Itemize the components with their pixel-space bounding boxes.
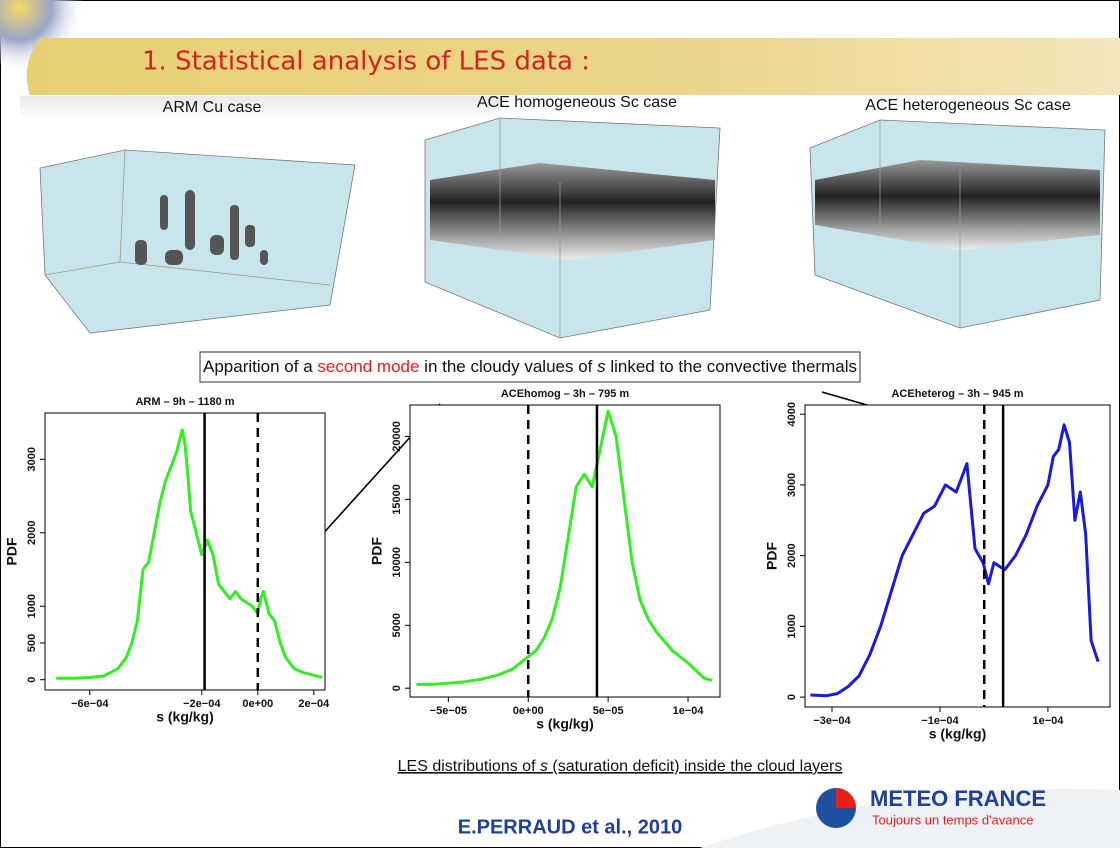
y-tick-label: 0 xyxy=(391,685,403,691)
author: E.PERRAUD et al., 2010 xyxy=(458,816,683,838)
note-text: Apparition of a xyxy=(203,357,317,376)
y-tick-label: 0 xyxy=(786,694,798,700)
plot-frame xyxy=(804,404,1111,708)
y-tick-label: 3000 xyxy=(26,447,38,471)
x-tick-label: 1e−04 xyxy=(1032,715,1064,727)
y-tick-label: 1000 xyxy=(786,614,798,638)
x-axis-label: s (kg/kg) xyxy=(929,726,987,742)
x-tick-label: −3e−04 xyxy=(813,715,851,727)
caption-symbol: s xyxy=(540,758,548,775)
x-tick-label: −1e−04 xyxy=(921,715,959,727)
slide-title: 1. Statistical analysis of LES data : xyxy=(142,47,590,77)
note-symbol: s xyxy=(597,357,606,376)
y-tick-label: 500 xyxy=(26,634,38,652)
chart-title: ARM – 9h – 1180 m xyxy=(135,396,234,408)
band-shadow xyxy=(20,96,500,120)
title-band xyxy=(26,38,1120,95)
x-tick-label: −6e−04 xyxy=(71,698,109,710)
note-highlight: second mode xyxy=(317,357,419,376)
panel-label: ACE heterogeneous Sc case xyxy=(865,97,1071,114)
cloud-render-2 xyxy=(424,117,721,339)
y-tick-label: 0 xyxy=(26,677,38,683)
logo-slogan: Toujours un temps d'avance xyxy=(872,812,1033,827)
x-tick-label: −2e−04 xyxy=(183,698,221,710)
y-tick-label: 2000 xyxy=(786,543,798,567)
caption-text: (saturation deficit) inside the cloud la… xyxy=(548,758,842,775)
note-text: linked to the convective thermals xyxy=(606,357,857,376)
x-axis-label: s (kg/kg) xyxy=(156,709,214,725)
caption: LES distributions of s (saturation defic… xyxy=(398,758,843,775)
y-tick-label: 15000 xyxy=(391,484,403,515)
x-tick-label: −5e−05 xyxy=(430,705,467,717)
x-tick-label: 5e−05 xyxy=(593,705,624,717)
chart-title: ACEheterog – 3h – 945 m xyxy=(891,388,1023,400)
y-axis-label: PDF xyxy=(4,537,20,565)
x-tick-label: 0e+00 xyxy=(242,698,273,710)
note: Apparition of a second mode in the cloud… xyxy=(203,357,857,376)
panel-label: ACE homogeneous Sc case xyxy=(477,94,677,111)
logo-name: METEO FRANCE xyxy=(870,786,1046,811)
logo-mark-part xyxy=(836,788,856,808)
note-box xyxy=(199,351,861,383)
y-axis-label: PDF xyxy=(764,542,780,570)
data-line xyxy=(416,409,713,686)
data-line xyxy=(56,428,323,680)
charts: ARM – 9h – 1180 m −6e−04 −2e−04 0e+00 2e−04 0… xyxy=(4,388,1111,742)
x-axis-label: s (kg/kg) xyxy=(536,716,594,732)
y-tick-label: 3000 xyxy=(786,473,798,497)
panel-label: ARM Cu case xyxy=(163,99,262,116)
y-axis-label: PDF xyxy=(369,537,385,565)
note-text: in the cloudy values of xyxy=(419,357,597,376)
cloud-render-1 xyxy=(39,149,356,334)
y-tick-label: 4000 xyxy=(786,402,798,426)
x-tick-label: 2e−04 xyxy=(298,698,330,710)
y-tick-label: 5000 xyxy=(391,613,403,637)
y-tick-label: 20000 xyxy=(391,421,403,452)
y-tick-label: 10000 xyxy=(391,547,403,578)
x-tick-label: 0e+00 xyxy=(513,705,544,717)
chart-title: ACEhomog – 3h – 795 m xyxy=(501,388,630,400)
caption-text: LES distributions of xyxy=(398,758,540,775)
swoosh xyxy=(700,788,1120,848)
y-tick-label: 2000 xyxy=(26,521,38,545)
cloud-render-3 xyxy=(809,119,1106,329)
x-tick-label: 1e−04 xyxy=(673,705,705,717)
y-tick-label: 1000 xyxy=(26,594,38,618)
